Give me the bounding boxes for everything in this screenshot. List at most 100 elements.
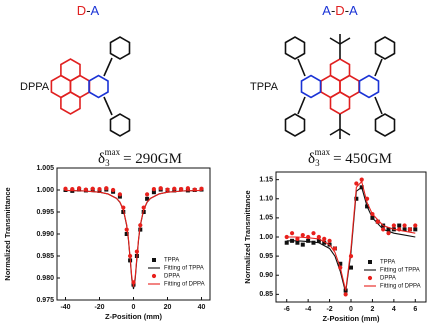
- fit-line: [65, 189, 202, 290]
- cross-section: δ3max = 450GM: [308, 147, 392, 168]
- donor-acceptor-label: A-D-A: [322, 3, 358, 18]
- bond: [339, 37, 351, 45]
- bond: [297, 58, 306, 77]
- donor-acceptor-label: D-A: [77, 3, 100, 18]
- data-point: [90, 186, 95, 191]
- sigma-sup: max: [315, 147, 331, 157]
- x-tick-label: 6: [413, 306, 417, 313]
- ring: [60, 91, 81, 115]
- bond: [374, 96, 383, 115]
- sigma-value: = 290GM: [123, 151, 182, 167]
- x-tick-label: -4: [305, 306, 311, 313]
- data-point: [284, 240, 289, 245]
- sigma-sub: 3: [105, 158, 110, 168]
- data-point: [332, 246, 338, 251]
- data-point: [338, 261, 343, 266]
- data-point: [407, 227, 413, 232]
- legend-label: Fitting of DPPA: [380, 284, 421, 290]
- data-point: [63, 186, 68, 191]
- data-point: [391, 223, 396, 228]
- legend-symbol: [152, 258, 156, 262]
- y-tick-label: 1.05: [259, 215, 273, 222]
- data-point: [386, 227, 391, 232]
- ring: [329, 91, 351, 115]
- data-point: [199, 186, 204, 191]
- data-point: [179, 187, 184, 192]
- bond: [329, 128, 341, 136]
- data-point: [349, 265, 353, 270]
- data-point: [322, 236, 327, 242]
- label-part: A: [349, 3, 358, 18]
- data-point: [185, 186, 190, 191]
- label-part: -: [331, 3, 335, 18]
- ring: [358, 74, 380, 99]
- data-point: [158, 186, 163, 191]
- data-point: [117, 194, 122, 199]
- y-tick-label: 1.000: [36, 187, 54, 194]
- label-part: -: [86, 3, 90, 18]
- data-point: [97, 187, 102, 192]
- legend-label: DPPA: [380, 276, 396, 282]
- label-part: D: [77, 3, 86, 18]
- legend-symbol: [368, 260, 372, 264]
- y-tick-label: 0.95: [259, 253, 273, 260]
- y-tick-label: 1.15: [259, 176, 273, 183]
- legend-symbol: [367, 275, 373, 281]
- y-tick-label: 0.995: [36, 209, 54, 216]
- y-tick-label: 1.10: [259, 196, 273, 203]
- bond: [103, 96, 113, 116]
- data-point: [381, 227, 386, 232]
- x-tick-label: 0: [349, 306, 353, 313]
- data-point: [145, 196, 150, 201]
- data-point: [343, 292, 348, 297]
- legend-label: TPPA: [164, 258, 179, 264]
- sigma-sup: max: [105, 147, 121, 157]
- data-point: [117, 192, 122, 197]
- sigma-symbol: δ: [98, 151, 105, 167]
- x-tick-label: 4: [392, 306, 396, 313]
- data-point: [124, 232, 129, 236]
- y-tick-label: 0.975: [36, 297, 54, 304]
- ring: [88, 74, 109, 99]
- ring: [284, 36, 306, 60]
- y-tick-label: 0.980: [36, 275, 54, 282]
- y-tick-label: 0.985: [36, 253, 54, 260]
- data-point: [413, 227, 418, 232]
- molecule-name: DPPA: [20, 81, 50, 93]
- ring: [109, 113, 131, 137]
- data-point: [311, 240, 316, 245]
- fit-line: [286, 186, 416, 293]
- data-point: [359, 177, 364, 182]
- data-point: [327, 238, 332, 243]
- x-tick-label: -6: [284, 306, 290, 313]
- data-point: [300, 242, 305, 247]
- bond: [329, 37, 341, 45]
- x-tick-label: 20: [164, 304, 172, 311]
- legend-symbol: [151, 273, 157, 279]
- y-tick-label: 0.990: [36, 231, 54, 238]
- y-axis-title: Normalized Transmittance: [243, 190, 252, 283]
- data-point: [295, 240, 300, 245]
- ring: [284, 113, 306, 137]
- x-axis-title: Z-Position (mm): [105, 312, 163, 321]
- data-point: [300, 232, 305, 238]
- y-tick-label: 0.85: [259, 291, 273, 298]
- x-tick-label: 40: [198, 304, 206, 311]
- data-point: [104, 186, 109, 191]
- y-tick-label: 1.005: [36, 165, 54, 172]
- data-point: [354, 196, 359, 201]
- data-point: [151, 190, 156, 195]
- x-tick-label: -2: [326, 306, 332, 313]
- data-point: [172, 186, 177, 191]
- legend-label: Fitting of DPPA: [164, 282, 205, 288]
- label-part: -: [345, 3, 349, 18]
- data-point: [311, 231, 316, 236]
- legend-label: Fitting of TPPA: [380, 268, 420, 274]
- cross-section: δ3max = 290GM: [98, 147, 182, 168]
- data-point: [386, 231, 391, 236]
- sigma-symbol: δ: [308, 151, 315, 167]
- bond: [297, 96, 306, 115]
- label-part: D: [335, 3, 344, 18]
